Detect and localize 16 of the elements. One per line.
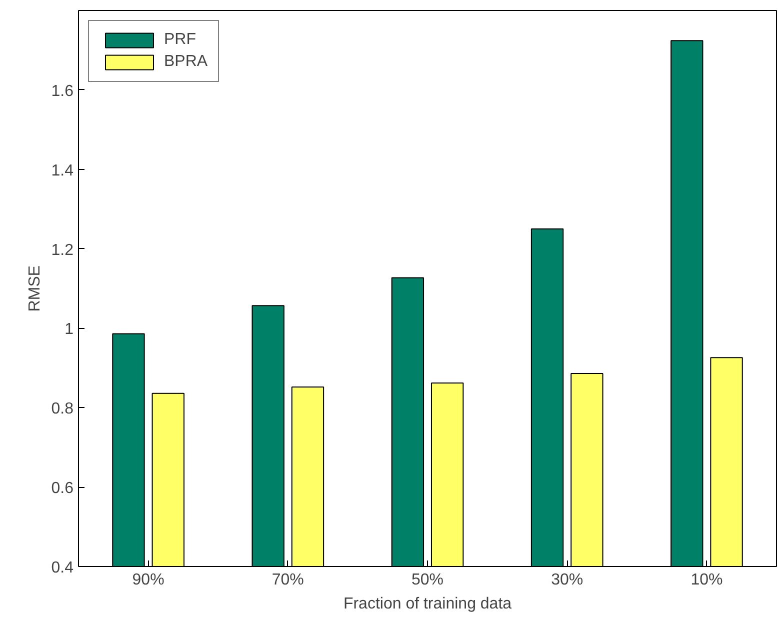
x-tick-label: 90% <box>132 572 164 588</box>
y-tick-label: 0.6 <box>51 480 74 498</box>
x-tick-label: 30% <box>551 572 584 588</box>
x-tick-label: 50% <box>411 572 444 588</box>
y-tick-label: 0.8 <box>51 400 74 418</box>
x-axis-title: Fraction of training data <box>343 596 512 612</box>
y-tick-label: 1.4 <box>51 162 74 180</box>
y-tick-label: 1 <box>64 321 74 338</box>
y-axis-title: RMSE <box>26 265 44 312</box>
y-tick-label: 1.2 <box>51 242 74 259</box>
y-tick-label: 0.4 <box>51 560 74 576</box>
x-tick-label: 10% <box>690 572 723 588</box>
y-tick-label: 1.6 <box>51 82 74 100</box>
legend-label: BPRA <box>164 53 208 71</box>
legend-label: PRF <box>164 31 196 49</box>
x-tick-label: 70% <box>272 572 304 588</box>
